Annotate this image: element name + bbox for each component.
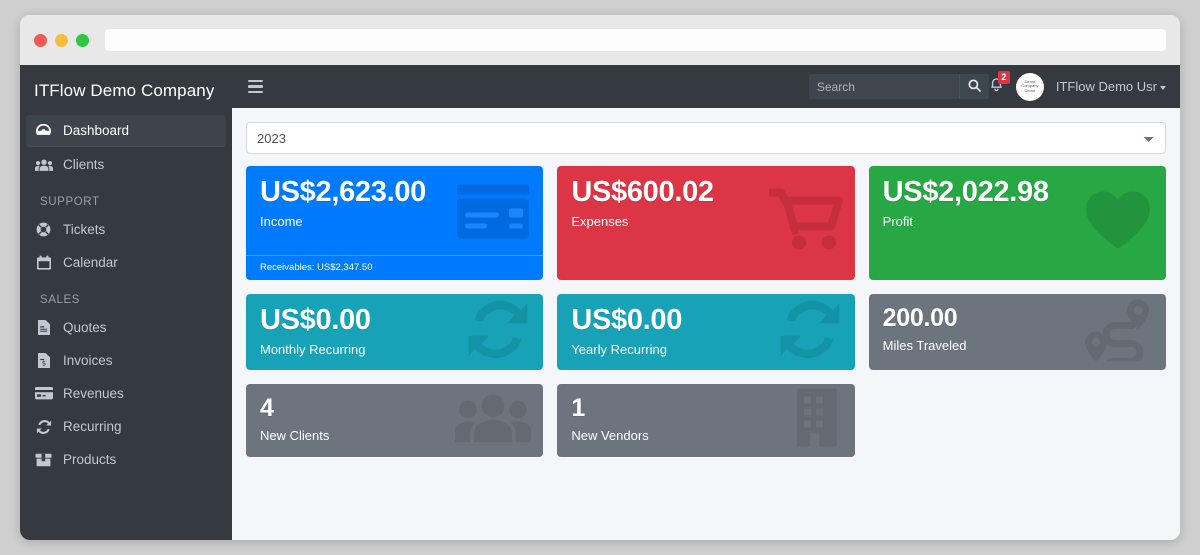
chevron-down-icon (1160, 85, 1166, 90)
stat-card-value: US$0.00 (571, 303, 683, 336)
dashboard-main: 2023202220212020 US$2,623.00 Income (232, 108, 1180, 540)
stat-card-value: 1 (571, 394, 585, 423)
sidebar-item-invoices[interactable]: $ Invoices (26, 345, 226, 376)
file-invoice-dollar-icon: $ (34, 352, 53, 369)
stat-card-value: US$2,623.00 (260, 176, 426, 208)
stat-card-label: New Vendors (571, 428, 649, 444)
stat-card-row-1: US$2,623.00 Income (246, 166, 1166, 280)
browser-chrome (20, 15, 1180, 65)
lifering-icon (34, 221, 53, 238)
stat-card-label: Income (260, 214, 303, 230)
sidebar-item-label: Calendar (63, 255, 118, 270)
sidebar-nav: Dashboard Clients (20, 115, 232, 477)
search-group (808, 74, 989, 99)
sidebar-item-revenues[interactable]: Revenues (26, 378, 226, 409)
sidebar-item-label: Invoices (63, 353, 113, 368)
stat-card-miles-traveled[interactable]: 200.00 Miles Traveled (868, 293, 1166, 371)
stat-card-label: Yearly Recurring (571, 341, 667, 357)
window-controls (34, 33, 89, 47)
sidebar-item-recurring[interactable]: Recurring (26, 411, 226, 442)
stat-card-label: Miles Traveled (882, 337, 967, 353)
stat-card-value: US$600.02 (571, 176, 714, 208)
sidebar-item-dashboard[interactable]: Dashboard (26, 115, 226, 147)
stat-card-label: Monthly Recurring (260, 341, 366, 357)
avatar-text: Demo Company Demo (1021, 78, 1039, 93)
sidebar-brand[interactable]: ITFlow Demo Company (34, 81, 215, 100)
sidebar-item-tickets[interactable]: Tickets (26, 214, 226, 245)
sidebar-item-label: Dashboard (63, 123, 130, 138)
minimize-window-button[interactable] (55, 33, 68, 47)
stat-card-label: New Clients (260, 428, 330, 444)
stat-card-label: Expenses (571, 214, 629, 230)
stat-card-label: Profit (882, 214, 913, 230)
user-menu[interactable]: ITFlow Demo Usr (1056, 79, 1166, 94)
stat-card-value: US$0.00 (260, 303, 371, 336)
search-input[interactable] (808, 74, 959, 99)
stat-card-footer: Receivables: US$2,347.50 (246, 254, 544, 280)
stat-card-value: 4 (260, 394, 274, 423)
stat-card-profit[interactable]: US$2,022.98 Profit (868, 166, 1166, 280)
sidebar-item-label: Revenues (63, 386, 124, 401)
notifications-button[interactable]: 2 (989, 71, 1010, 97)
bell-icon (989, 76, 1004, 97)
stat-card-row-2: US$0.00 Monthly Recurring US$0.00 (246, 293, 1166, 371)
content-area: 2 Demo Company Demo ITFlow Demo Usr 2023… (232, 65, 1180, 540)
maximize-window-button[interactable] (76, 33, 89, 47)
year-filter-select[interactable]: 2023202220212020 (246, 122, 1166, 154)
stat-card-new-vendors[interactable]: 1 New Vendors (557, 384, 855, 457)
file-invoice-icon (34, 319, 53, 336)
sync-icon (34, 418, 53, 435)
stat-card-yearly-recurring[interactable]: US$0.00 Yearly Recurring (557, 293, 855, 371)
topbar-right: 2 Demo Company Demo ITFlow Demo Usr (989, 71, 1166, 101)
svg-text:$: $ (41, 360, 45, 368)
search-button[interactable] (958, 74, 989, 99)
box-icon (34, 451, 53, 468)
sidebar-item-label: Products (63, 452, 117, 467)
hamburger-icon[interactable] (246, 78, 265, 96)
stat-card-row-3: 4 New Clients (246, 384, 1166, 457)
stat-card-income[interactable]: US$2,623.00 Income (246, 166, 544, 280)
app-shell: ITFlow Demo Company Dashboard (20, 65, 1180, 540)
browser-window: ITFlow Demo Company Dashboard (20, 15, 1180, 540)
stat-card-new-clients[interactable]: 4 New Clients (246, 384, 544, 457)
dashboard-icon (34, 122, 53, 139)
search-icon (968, 78, 981, 95)
sidebar-item-label: Quotes (63, 320, 107, 335)
stat-card-value: 200.00 (882, 303, 958, 332)
sidebar-section-support: SUPPORT (40, 196, 100, 208)
stat-card-monthly-recurring[interactable]: US$0.00 Monthly Recurring (246, 293, 544, 371)
url-bar[interactable] (105, 29, 1166, 51)
users-icon (34, 156, 53, 173)
avatar[interactable]: Demo Company Demo (1015, 72, 1044, 101)
credit-card-icon (34, 385, 53, 402)
topbar: 2 Demo Company Demo ITFlow Demo Usr (232, 65, 1180, 108)
sidebar-item-label: Tickets (63, 222, 106, 237)
sidebar-item-calendar[interactable]: Calendar (26, 247, 226, 278)
stat-card-expenses[interactable]: US$600.02 Expenses (557, 166, 855, 280)
sidebar-item-label: Clients (63, 157, 105, 172)
sidebar-item-products[interactable]: Products (26, 444, 226, 475)
sidebar-section-sales: SALES (40, 294, 81, 306)
stat-card-empty-slot (869, 384, 1166, 456)
stat-card-value: US$2,022.98 (882, 176, 1049, 208)
sidebar-item-clients[interactable]: Clients (26, 149, 226, 180)
user-menu-label: ITFlow Demo Usr (1055, 79, 1157, 94)
calendar-icon (34, 254, 53, 271)
notification-count-badge: 2 (997, 71, 1010, 84)
sidebar-item-label: Recurring (63, 419, 122, 434)
sidebar-item-quotes[interactable]: Quotes (26, 312, 226, 343)
sidebar: ITFlow Demo Company Dashboard (20, 65, 232, 540)
close-window-button[interactable] (34, 33, 47, 47)
